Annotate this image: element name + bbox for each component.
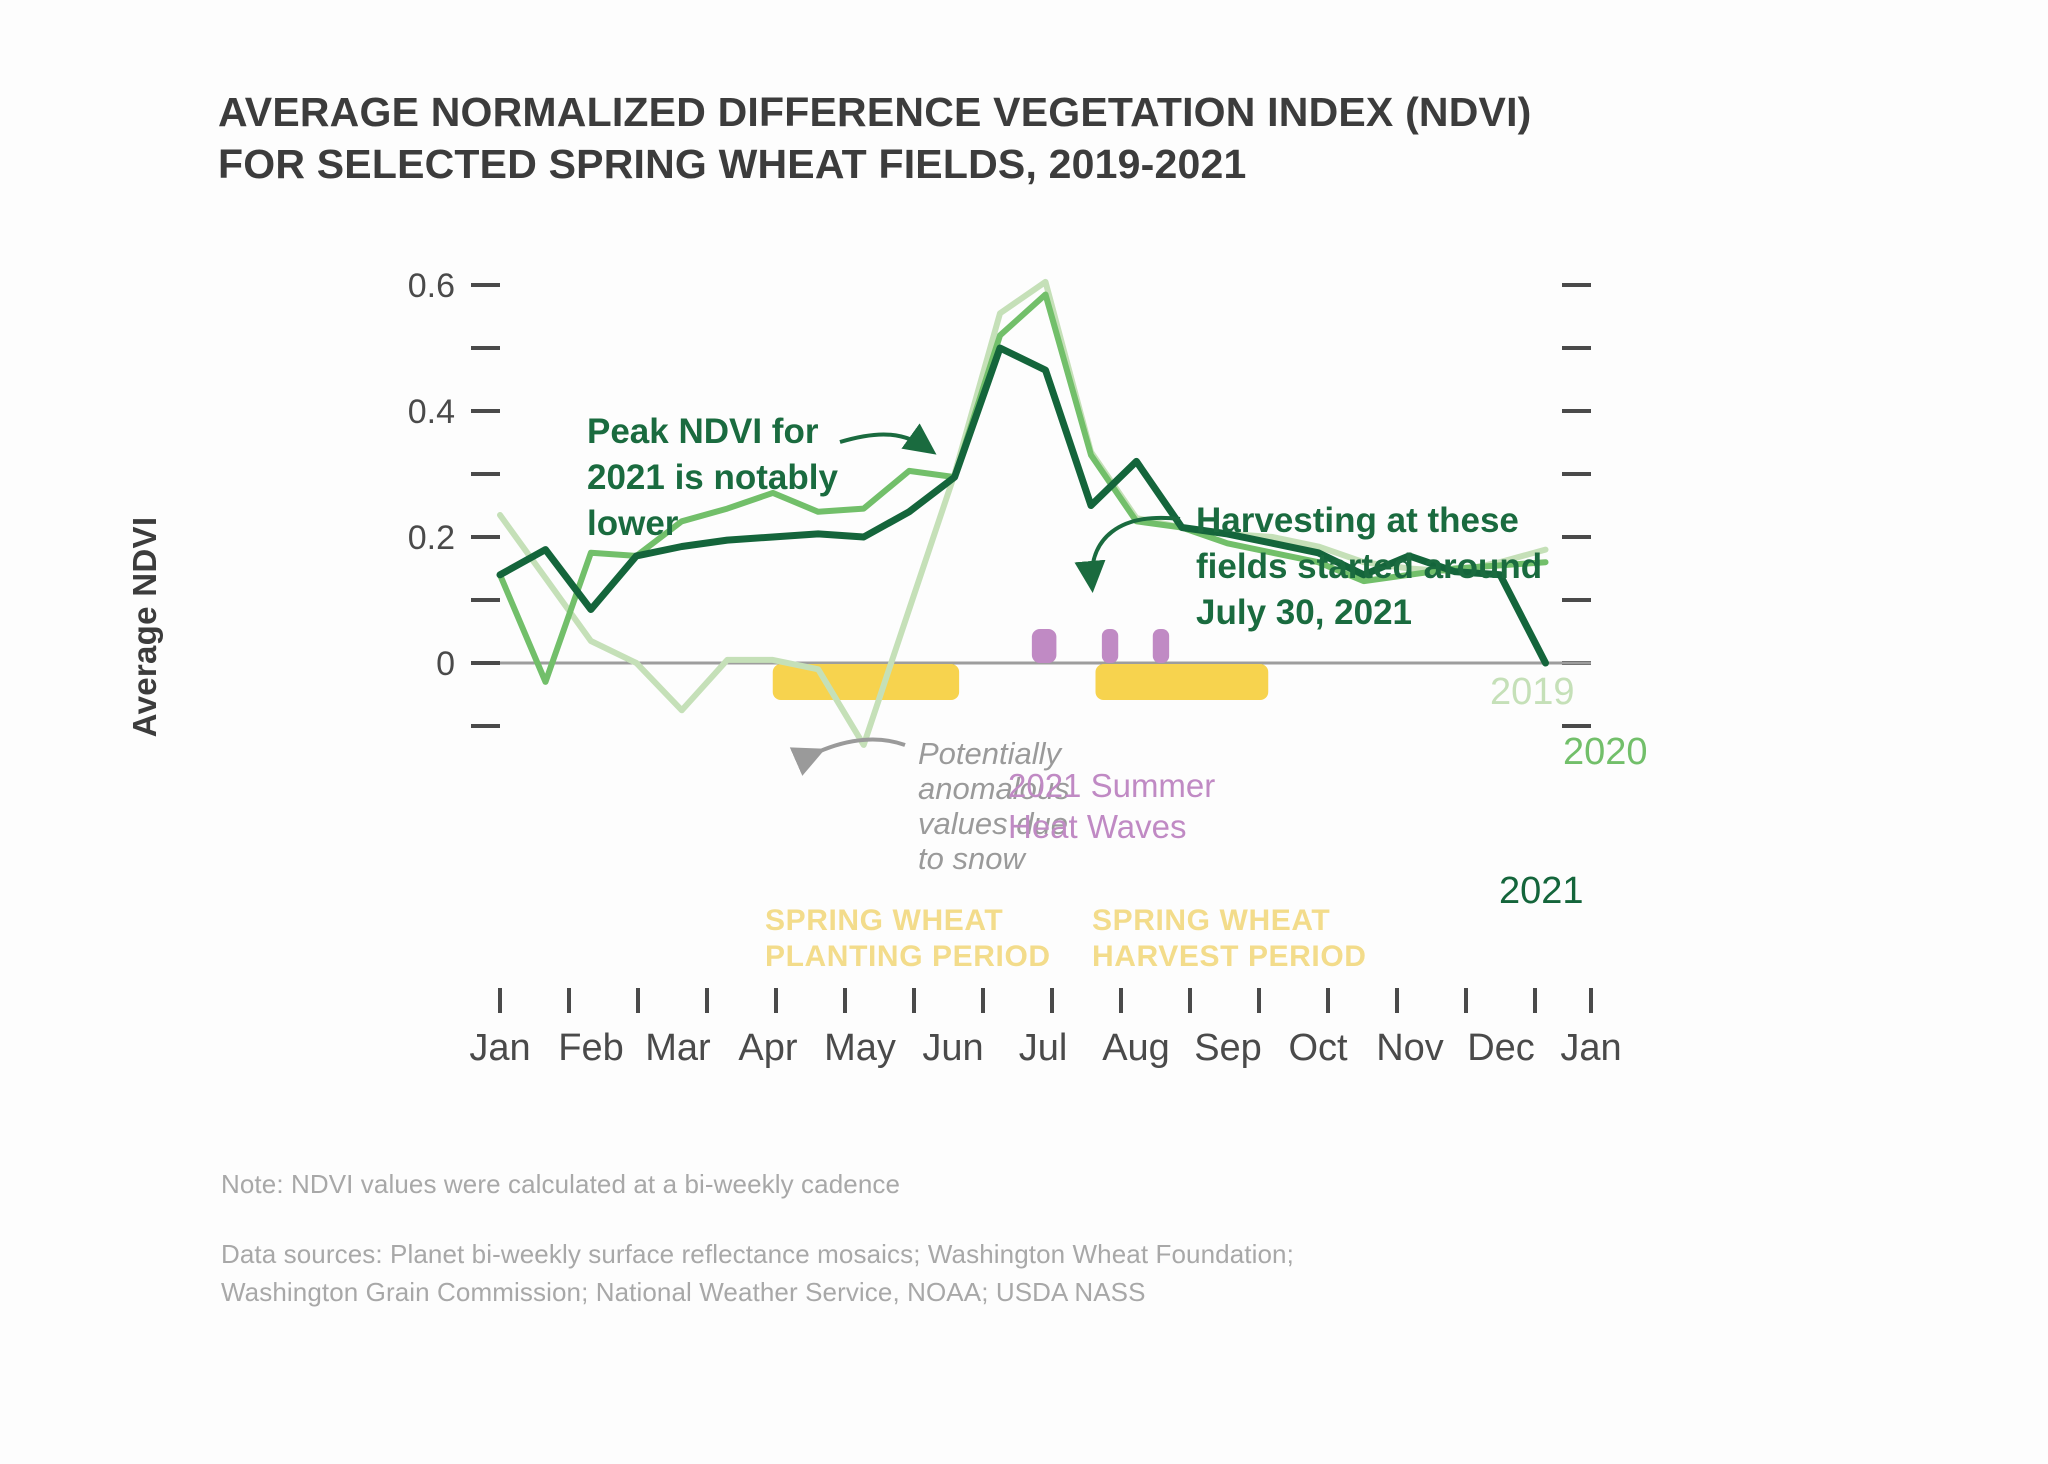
heat-wave-markers (1031, 629, 1170, 663)
period-planting-line2: PLANTING PERIOD (765, 940, 1051, 973)
period-planting-line1: SPRING WHEAT (765, 904, 1003, 937)
y-tick-label: 0.6 (408, 267, 455, 305)
y-axis-ticks-right (1562, 283, 1591, 728)
heat-wave-marker (1031, 629, 1057, 663)
annotation-peak-line2: 2021 is notably (587, 458, 838, 497)
annotation-harvesting: Harvesting at these fields started aroun… (1196, 501, 1542, 632)
x-tick-label-jan2: Jan (1560, 1027, 1621, 1069)
y-tick-label: 0 (436, 645, 455, 683)
period-band-harvest (1095, 664, 1269, 700)
x-tick-label-jan: Jan (469, 1027, 530, 1069)
period-band-planting (772, 664, 960, 700)
heat-wave-marker (1101, 629, 1119, 663)
x-axis-ticks (498, 988, 1593, 1013)
annotation-heat-waves: 2021 Summer Heat Waves (1008, 767, 1215, 845)
anomalous-values-arrow (789, 737, 906, 776)
x-tick-label-feb: Feb (558, 1027, 623, 1069)
x-tick-label-may: May (824, 1027, 896, 1069)
y-axis-major-ticks (471, 283, 500, 665)
annotation-heat-line2: Heat Waves (1008, 808, 1187, 845)
x-tick-label-dec: Dec (1467, 1027, 1535, 1069)
x-tick-label-apr: Apr (738, 1027, 797, 1069)
x-tick-label-sep: Sep (1194, 1027, 1262, 1069)
harvesting-arrow (1074, 515, 1181, 593)
annotation-harvest-line2: fields started around (1196, 547, 1542, 586)
x-tick-label-nov: Nov (1376, 1027, 1444, 1069)
series-line-2021 (496, 344, 1549, 667)
series-label-2021: 2021 (1499, 870, 1584, 912)
y-axis-minor-ticks-left (471, 346, 500, 728)
series-line-2020 (497, 291, 1549, 685)
x-axis-tick-labels: Jan Feb Mar Apr May Jun Jul Aug Sep Oct … (469, 1027, 1621, 1069)
annotation-peak-line1: Peak NDVI for (587, 412, 819, 451)
y-axis-tick-labels: 0.6 0.4 0.2 0 (408, 267, 455, 683)
annotation-anom-line1: Potentially (918, 736, 1064, 771)
y-tick-label: 0.4 (408, 393, 455, 431)
x-tick-label-aug: Aug (1102, 1027, 1170, 1069)
x-tick-label-mar: Mar (645, 1027, 711, 1069)
annotation-harvest-line1: Harvesting at these (1196, 501, 1519, 540)
period-label-harvest: SPRING WHEAT HARVEST PERIOD (1092, 904, 1367, 973)
series-label-2020: 2020 (1563, 731, 1648, 773)
y-tick-label: 0.2 (408, 519, 455, 557)
series-label-2019: 2019 (1490, 671, 1575, 713)
period-label-planting: SPRING WHEAT PLANTING PERIOD (765, 904, 1051, 973)
annotation-anom-line2: anomalous (918, 771, 1070, 806)
period-harvest-line1: SPRING WHEAT (1092, 904, 1330, 937)
series-line-2019 (497, 278, 1549, 748)
x-tick-label-jul: Jul (1019, 1027, 1068, 1069)
x-tick-label-jun: Jun (922, 1027, 983, 1069)
annotation-anom-line3: values due (918, 806, 1068, 841)
annotation-peak-ndvi: Peak NDVI for 2021 is notably lower (587, 412, 838, 543)
period-harvest-line2: HARVEST PERIOD (1092, 940, 1367, 973)
annotation-harvest-line3: July 30, 2021 (1196, 593, 1412, 632)
peak-ndvi-arrow (839, 423, 937, 455)
heat-wave-marker (1152, 629, 1170, 663)
footnote-note: Note: NDVI values were calculated at a b… (221, 1169, 901, 1199)
page-title: AVERAGE NORMALIZED DIFFERENCE VEGETATION… (218, 89, 1532, 188)
footnote-sources: Data sources: Planet bi-weekly surface r… (221, 1239, 1294, 1307)
annotation-anom-line4: to snow (918, 841, 1027, 876)
annotation-heat-line1: 2021 Summer (1008, 767, 1215, 804)
x-tick-label-oct: Oct (1288, 1027, 1348, 1069)
annotation-peak-line3: lower (587, 504, 679, 543)
annotation-anomalous: Potentially anomalous values due to snow (918, 736, 1070, 876)
